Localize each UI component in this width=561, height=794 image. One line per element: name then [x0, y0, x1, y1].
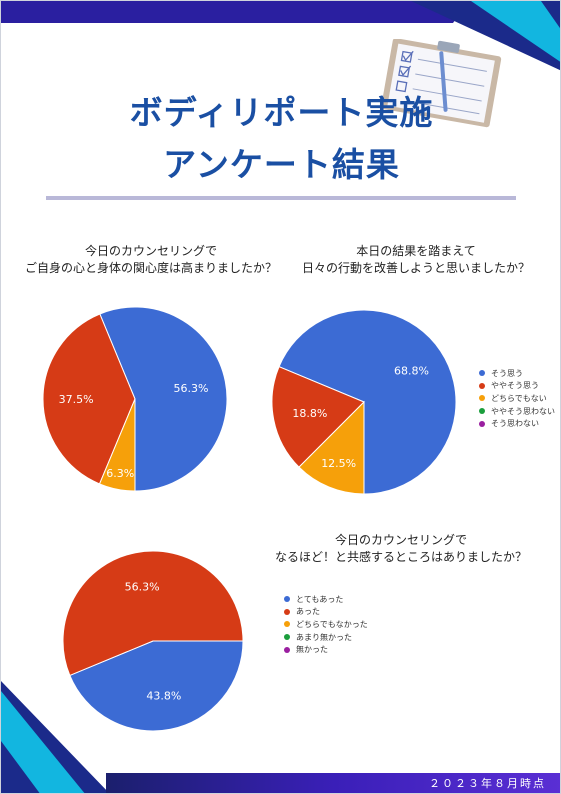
legend-item: どちらでもない [479, 392, 555, 405]
legend-label: そう思う [491, 368, 523, 378]
legend-swatch [479, 420, 485, 427]
title-divider [46, 196, 516, 200]
pie-slice-2-3 [298, 400, 365, 495]
pie-label-2-2: 18.8% [292, 407, 327, 420]
legend-swatch [284, 646, 290, 653]
legend-item: そう思わない [479, 417, 555, 430]
chart2-legend: そう思うややそう思う どちらでもない ややそう思わない そう思わない [479, 367, 555, 430]
footer-date: ２０２３年８月時点 [429, 777, 546, 790]
pie-chart-3: 43.8% 56.3% [62, 550, 244, 732]
pie-label-1-2: 37.5% [59, 393, 94, 406]
legend-item: あった [284, 606, 368, 619]
chart3-title: 今日のカウンセリングで なるほど！と共感するところはありましたか？ [251, 532, 551, 566]
chart2-title-line1: 本日の結果を踏まえて [356, 244, 476, 258]
legend-item: ややそう思わない [479, 405, 555, 418]
chart1-title-line2: ご自身の心と身体の関心度は高まりましたか？ [24, 261, 277, 275]
legend-item: ややそう思う [479, 380, 555, 393]
chart2-title: 本日の結果を踏まえて 日々の行動を改善しようと思いましたか？ [281, 243, 551, 277]
legend-swatch [284, 621, 290, 628]
legend-swatch [479, 408, 485, 415]
legend-label: どちらでもなかった [296, 619, 368, 629]
legend-item: 無かった [284, 643, 368, 656]
pie-label-1-1: 56.3% [173, 382, 208, 395]
pie-label-2-1: 68.8% [394, 364, 429, 377]
legend-item: そう思う [479, 367, 555, 380]
pie-label-2-3: 12.5% [321, 457, 356, 470]
chart3-legend: とてもあった あったどちらでもなかった あまり無かった 無かった [284, 593, 368, 656]
legend-swatch [284, 608, 290, 615]
pie-label-3-2: 56.3% [125, 580, 160, 593]
legend-swatch [479, 370, 485, 377]
legend-label: そう思わない [491, 419, 539, 429]
chart2-title-line2: 日々の行動を改善しようと思いましたか？ [301, 261, 530, 275]
chart1-title: 今日のカウンセリングで ご自身の心と身体の関心度は高まりましたか？ [21, 243, 281, 277]
pie-slice-3-2 [62, 550, 244, 677]
page-title-line1: ボディリポート実施 [129, 93, 434, 132]
bottom-left-decoration [1, 681, 110, 793]
legend-label: どちらでもない [491, 393, 547, 403]
pie-label-3-1: 43.8% [146, 690, 181, 703]
legend-swatch [479, 382, 485, 389]
legend-label: ややそう思う [491, 381, 539, 391]
legend-swatch [284, 596, 290, 603]
legend-label: あまり無かった [296, 632, 352, 642]
pie-slice-1-2 [42, 313, 136, 485]
pie-chart-1: 56.3% 37.5% 6.3% [42, 306, 228, 492]
footer-bar [106, 773, 560, 793]
pie-chart-2: 68.8% 18.8% 12.5% [271, 309, 457, 495]
pie-slice-2-1 [278, 309, 457, 495]
legend-label: 無かった [296, 645, 328, 655]
chart3-title-line1: 今日のカウンセリングで [334, 533, 467, 547]
top-decoration [1, 1, 560, 71]
legend-label: ややそう思わない [491, 406, 555, 416]
legend-label: とてもあった [296, 594, 344, 604]
legend-label: あった [296, 607, 320, 617]
page-title-line2: アンケート結果 [163, 145, 400, 184]
chart1-title-line1: 今日のカウンセリングで [84, 244, 217, 258]
pie-slice-3-1 [69, 640, 244, 732]
legend-item: とてもあった [284, 593, 368, 606]
pie-slice-1-3 [98, 398, 136, 492]
pie-slice-1-1 [99, 306, 228, 492]
chart3-title-line2: なるほど！と共感するところはありましたか？ [274, 550, 527, 564]
legend-item: どちらでもなかった [284, 618, 368, 631]
clipboard-illustration [381, 39, 502, 128]
pie-label-1-3: 6.3% [106, 467, 134, 480]
legend-item: あまり無かった [284, 631, 368, 644]
legend-swatch [479, 395, 485, 402]
legend-swatch [284, 634, 290, 641]
pie-slice-2-2 [271, 366, 365, 468]
